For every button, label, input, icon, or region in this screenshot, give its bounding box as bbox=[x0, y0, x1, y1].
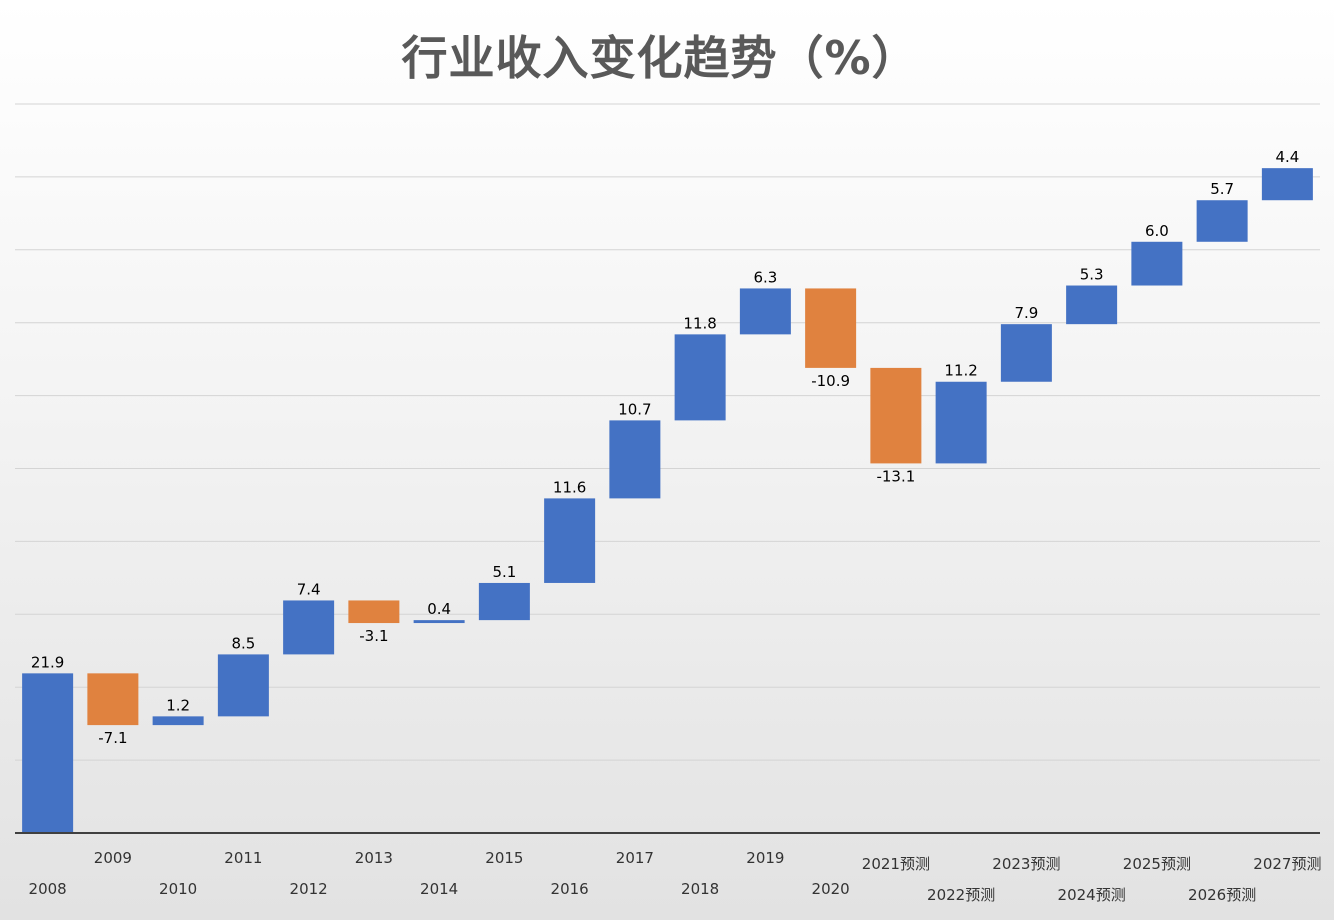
bar-2016 bbox=[544, 498, 596, 583]
data-label-2020: -10.9 bbox=[811, 372, 850, 390]
data-label-2012: 7.4 bbox=[297, 580, 321, 598]
data-label-2010: 1.2 bbox=[166, 696, 190, 714]
x-tick-label-2011: 2011 bbox=[224, 849, 262, 867]
bar-2022预测 bbox=[935, 381, 987, 464]
bar-2019 bbox=[739, 288, 791, 335]
x-tick-label-2023预测: 2023预测 bbox=[992, 855, 1060, 873]
data-label-2011: 8.5 bbox=[231, 634, 255, 652]
data-label-2023预测: 7.9 bbox=[1014, 304, 1038, 322]
bar-2027预测 bbox=[1261, 168, 1313, 201]
x-tick-label-2013: 2013 bbox=[355, 849, 393, 867]
bar-2026预测 bbox=[1196, 200, 1248, 242]
x-tick-label-2024预测: 2024预测 bbox=[1058, 886, 1126, 904]
x-tick-label-2021预测: 2021预测 bbox=[862, 855, 930, 873]
x-tick-label-2017: 2017 bbox=[616, 849, 654, 867]
x-tick-label-2022预测: 2022预测 bbox=[927, 886, 995, 904]
bar-2014 bbox=[413, 620, 465, 624]
x-tick-label-2019: 2019 bbox=[746, 849, 784, 867]
chart-title: 行业收入变化趋势（%） bbox=[401, 31, 919, 85]
bar-2021预测 bbox=[870, 367, 922, 464]
data-label-2013: -3.1 bbox=[359, 627, 388, 645]
bar-2012 bbox=[283, 600, 335, 655]
bar-2025预测 bbox=[1131, 241, 1183, 286]
data-label-2019: 6.3 bbox=[753, 268, 777, 286]
data-label-2016: 11.6 bbox=[553, 478, 586, 496]
x-tick-label-2008: 2008 bbox=[29, 880, 67, 898]
bar-2013 bbox=[348, 600, 400, 624]
x-tick-label-2014: 2014 bbox=[420, 880, 458, 898]
bars bbox=[22, 168, 1313, 833]
data-label-2026预测: 5.7 bbox=[1210, 180, 1234, 198]
bar-2015 bbox=[478, 582, 530, 621]
bar-2020 bbox=[805, 288, 857, 368]
data-label-2008: 21.9 bbox=[31, 653, 64, 671]
data-label-2017: 10.7 bbox=[618, 400, 651, 418]
data-label-2025预测: 6.0 bbox=[1145, 222, 1169, 240]
x-tick-label-2026预测: 2026预测 bbox=[1188, 886, 1256, 904]
data-label-2018: 11.8 bbox=[683, 314, 716, 332]
data-label-2015: 5.1 bbox=[492, 563, 516, 581]
x-tick-label-2027预测: 2027预测 bbox=[1253, 855, 1321, 873]
x-tick-label-2015: 2015 bbox=[485, 849, 523, 867]
bar-2024预测 bbox=[1066, 285, 1118, 325]
data-label-2022预测: 11.2 bbox=[944, 362, 977, 380]
bar-2008 bbox=[22, 673, 74, 833]
x-tick-label-2018: 2018 bbox=[681, 880, 719, 898]
bar-2010 bbox=[152, 716, 204, 726]
x-axis-tick-labels: 2008 2009 2010 2011 2012 2013 2014 2015 2016 2017… bbox=[29, 849, 1322, 904]
bar-2018 bbox=[674, 334, 726, 421]
bar-2023预测 bbox=[1000, 324, 1052, 382]
x-tick-label-2016: 2016 bbox=[551, 880, 589, 898]
x-tick-label-2009: 2009 bbox=[94, 849, 132, 867]
x-tick-label-2025预测: 2025预测 bbox=[1123, 855, 1191, 873]
data-labels: 21.9 -7.1 1.2 8.5 7.4 -3.1 0.4 5.1 11.6 10.7 11.8 6… bbox=[31, 148, 1299, 747]
gridlines bbox=[15, 103, 1320, 761]
data-label-2027预测: 4.4 bbox=[1275, 148, 1299, 166]
x-tick-label-2020: 2020 bbox=[812, 880, 850, 898]
data-label-2024预测: 5.3 bbox=[1080, 266, 1104, 284]
bar-2009 bbox=[87, 673, 139, 726]
data-label-2014: 0.4 bbox=[427, 600, 451, 618]
data-label-2021预测: -13.1 bbox=[876, 467, 915, 485]
x-tick-label-2012: 2012 bbox=[290, 880, 328, 898]
data-label-2009: -7.1 bbox=[98, 729, 127, 747]
bar-2011 bbox=[217, 654, 269, 717]
bar-2017 bbox=[609, 420, 661, 499]
x-tick-label-2010: 2010 bbox=[159, 880, 197, 898]
